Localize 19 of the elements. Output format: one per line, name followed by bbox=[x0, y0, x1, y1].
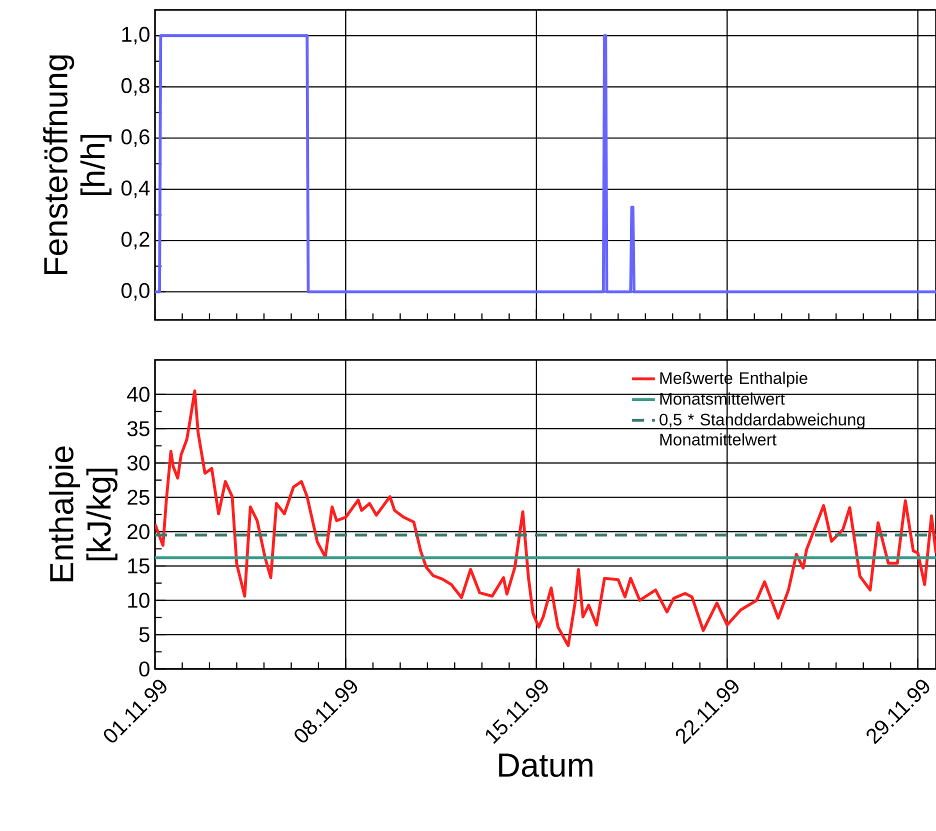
line-series bbox=[155, 389, 936, 648]
y-tick-label: 10 bbox=[128, 592, 150, 608]
y-tick-label: 0 bbox=[139, 661, 150, 677]
y-axis-title: Enthalpie [kJ/kg] bbox=[49, 446, 118, 582]
y-axis-title: Fensteröffnung [h/h] bbox=[43, 55, 112, 274]
y-tick-label: 25 bbox=[128, 490, 150, 505]
y-tick-label: 0,2 bbox=[121, 232, 150, 250]
y-tick-label: 30 bbox=[127, 455, 150, 471]
y-tick-label: 35 bbox=[127, 421, 150, 436]
y-tick-label: 15 bbox=[128, 558, 150, 574]
y-tick-label: 1,0 bbox=[122, 26, 150, 44]
y-tick-label: 0,4 bbox=[121, 180, 150, 198]
y-tick-label: 40 bbox=[127, 386, 150, 402]
y-tick-label: 0,8 bbox=[121, 78, 150, 96]
x-axis-title: Datum bbox=[499, 754, 592, 777]
y-tick-label: 20 bbox=[128, 524, 150, 540]
y-tick-label: 0,0 bbox=[121, 283, 150, 301]
y-tick-label: 0,6 bbox=[121, 129, 150, 147]
y-tick-label: 5 bbox=[139, 627, 150, 642]
